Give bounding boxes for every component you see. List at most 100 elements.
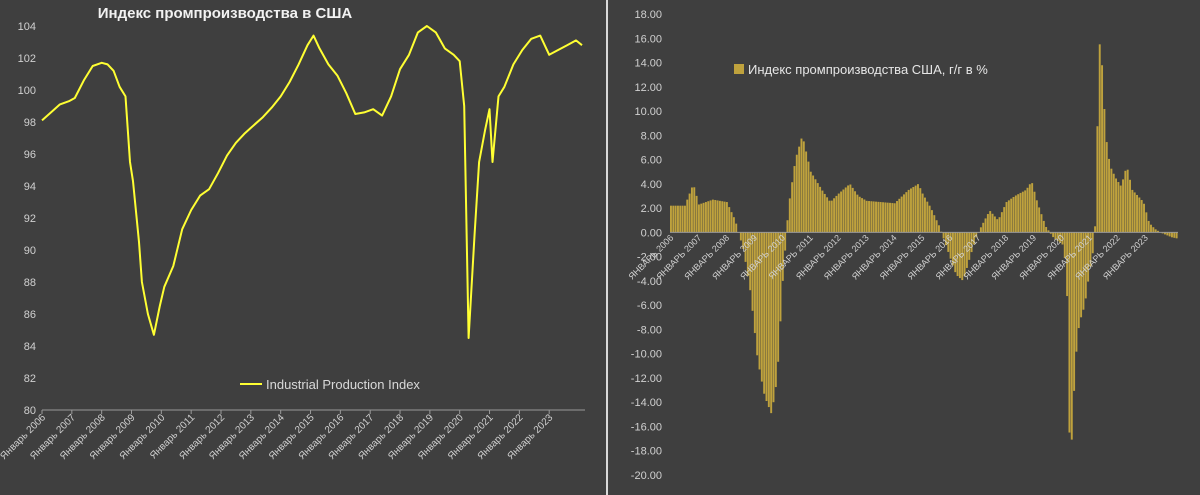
- bar: [944, 232, 947, 246]
- bar: [1161, 232, 1164, 234]
- bar: [844, 187, 847, 233]
- y-tick-label: 18.00: [634, 9, 662, 21]
- bar: [1157, 230, 1159, 233]
- bar: [998, 217, 1001, 233]
- bar: [933, 215, 936, 233]
- bar: [1147, 220, 1150, 233]
- bar: [718, 200, 721, 233]
- y-tick-label: 16.00: [634, 33, 662, 45]
- bar: [676, 205, 679, 233]
- bar: [1119, 185, 1122, 233]
- bar: [688, 193, 691, 233]
- bar: [681, 205, 684, 233]
- bar: [905, 192, 908, 233]
- bar: [1122, 179, 1124, 233]
- bar: [765, 232, 768, 401]
- bar: [809, 171, 812, 233]
- y-tick-label: 80: [24, 405, 36, 417]
- bar: [879, 202, 882, 233]
- bar: [958, 232, 961, 279]
- y-tick-label: 82: [24, 373, 36, 385]
- bar: [1033, 191, 1036, 233]
- bar: [884, 202, 887, 233]
- bar: [1052, 232, 1055, 238]
- bar: [1059, 232, 1062, 243]
- y-tick-label: -10.00: [631, 349, 662, 361]
- y-tick-label: 100: [18, 85, 36, 97]
- bar: [772, 232, 775, 403]
- bar: [735, 223, 738, 233]
- bar: [1091, 232, 1094, 254]
- bar: [674, 205, 677, 233]
- y-tick-label: -6.00: [637, 300, 662, 312]
- bar: [858, 196, 861, 233]
- bar: [1049, 232, 1052, 234]
- bar: [1019, 192, 1022, 233]
- bar: [956, 232, 959, 277]
- y-tick-label: -16.00: [631, 421, 662, 433]
- bar: [728, 207, 731, 233]
- bar: [851, 187, 854, 233]
- bar: [1154, 229, 1157, 233]
- bar: [1014, 195, 1017, 233]
- bar: [821, 190, 824, 233]
- bar: [1026, 187, 1029, 233]
- bar: [800, 138, 803, 233]
- bar: [889, 202, 891, 233]
- bar: [1056, 232, 1059, 242]
- bar: [856, 194, 859, 233]
- bar: [840, 191, 843, 233]
- bar: [1068, 232, 1071, 433]
- y-tick-label: 84: [24, 341, 36, 353]
- bar: [1112, 173, 1115, 233]
- bar: [928, 205, 931, 233]
- bar: [849, 184, 852, 233]
- bar: [924, 197, 926, 233]
- bar: [968, 232, 971, 260]
- bar: [1124, 170, 1127, 233]
- bar: [1017, 194, 1020, 233]
- bar: [1012, 196, 1015, 233]
- bar: [756, 232, 759, 356]
- y-tick-label: -12.00: [631, 373, 662, 385]
- bar: [965, 232, 968, 268]
- bar: [742, 232, 745, 249]
- bar: [679, 205, 682, 233]
- bar: [921, 193, 924, 233]
- bar: [900, 196, 903, 233]
- y-tick-label: 0.00: [641, 227, 662, 239]
- bar: [975, 232, 978, 238]
- bar: [828, 200, 831, 233]
- bar: [917, 184, 919, 233]
- y-tick-label: -18.00: [631, 446, 662, 458]
- bar: [970, 232, 973, 253]
- bar: [1166, 232, 1169, 236]
- bar: [1005, 202, 1008, 233]
- bar: [697, 204, 700, 233]
- y-tick-label: 14.00: [634, 58, 662, 70]
- bar: [798, 146, 801, 233]
- y-tick-label: 12.00: [634, 82, 662, 94]
- bar: [942, 232, 945, 239]
- bar: [704, 202, 707, 233]
- bar: [749, 232, 752, 291]
- bar: [732, 217, 735, 233]
- bar: [989, 211, 992, 233]
- bar: [991, 213, 994, 233]
- legend-label: Industrial Production Index: [266, 377, 420, 392]
- bar: [1035, 200, 1038, 233]
- bar: [926, 201, 929, 233]
- bar: [842, 189, 845, 233]
- bar: [1087, 232, 1090, 282]
- bar: [930, 210, 933, 233]
- bar: [951, 232, 954, 266]
- bar: [1028, 184, 1031, 233]
- bar: [1101, 65, 1104, 233]
- bar: [868, 201, 870, 233]
- bar: [863, 199, 866, 233]
- bar: [1073, 232, 1076, 391]
- bar: [1115, 178, 1118, 233]
- y-tick-label: 86: [24, 309, 36, 321]
- bar: [826, 197, 829, 233]
- bar: [1126, 169, 1129, 233]
